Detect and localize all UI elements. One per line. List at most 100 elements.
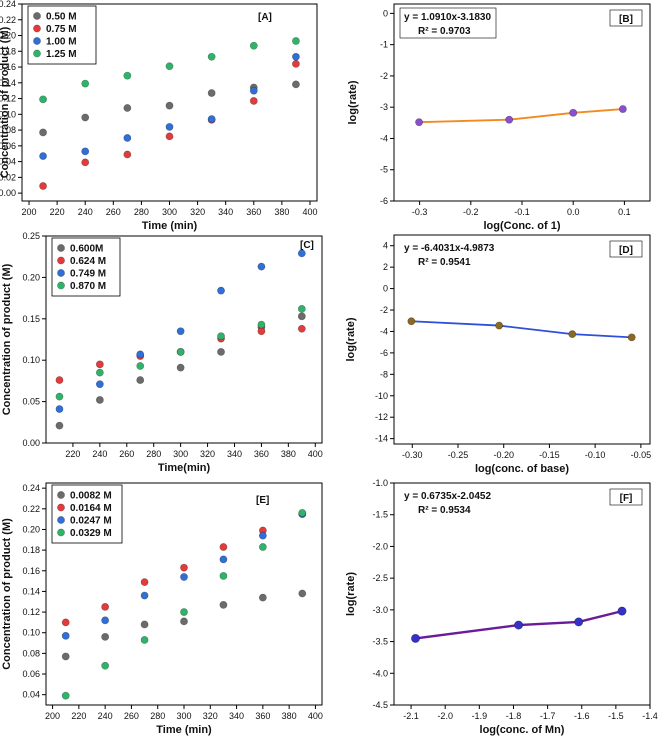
data-point: [618, 105, 627, 113]
y-tick-label: -1.0: [372, 478, 388, 488]
panel-label: [D]: [619, 245, 633, 256]
data-point-0.749m: [257, 262, 266, 271]
x-tick-label: 260: [124, 711, 139, 721]
y-tick-label: -2: [380, 71, 388, 81]
y-tick-label: -4: [380, 326, 388, 336]
panel-label-box: [609, 488, 643, 506]
y-tick-label: 0.14: [0, 78, 16, 88]
x-tick-label: 340: [218, 207, 233, 217]
y-tick-label: 0.10: [0, 109, 16, 119]
legend-entry: 0.0164 M: [70, 503, 112, 514]
data-point-0.870m: [136, 362, 145, 370]
legend-marker: [33, 49, 41, 58]
panel-e-chart: 200 220 240 260 280 300 320 340 360 380 400 0.04 0.0…: [1, 482, 323, 736]
data-point-0.0329m: [180, 608, 188, 616]
data-point: [505, 115, 514, 124]
x-tick-label: 380: [282, 711, 297, 721]
data-point-0.0329m: [258, 543, 267, 551]
legend-entry: 0.75 M: [46, 24, 77, 35]
y-tick-label: -1.5: [372, 510, 388, 520]
r-squared: R² = 0.9541: [418, 257, 471, 268]
data-point: [514, 620, 524, 630]
data-point-0.870m: [95, 368, 104, 377]
panel-label-box: [609, 240, 643, 258]
x-tick-label: -2.0: [437, 711, 453, 721]
data-point-1.25m: [39, 95, 47, 104]
data-point-0.0082m: [258, 593, 267, 602]
y-tick-label: 0: [383, 284, 388, 294]
y-tick-label: 0.06: [22, 669, 40, 679]
data-point-0.624m: [297, 324, 306, 333]
data-point: [411, 633, 421, 643]
data-point-0.50m: [165, 101, 174, 110]
data-point-0.624m: [55, 376, 64, 384]
x-tick-label: 300: [176, 711, 191, 721]
y-axis-title: Concentration of product (M): [1, 263, 13, 415]
y-tick-label: -1: [380, 40, 388, 50]
data-point-0.870m: [297, 304, 306, 313]
data-point: [627, 333, 636, 342]
x-tick-label: 200: [45, 711, 60, 721]
data-point-1.25m: [165, 62, 174, 71]
data-point: [617, 606, 627, 616]
data-point-0.50m: [123, 104, 132, 112]
y-tick-label: 4: [383, 241, 388, 251]
x-tick-label: -1.9: [472, 711, 488, 721]
data-point-0.0164m: [101, 603, 110, 611]
x-tick-label: 280: [146, 449, 161, 459]
x-tick-label: 380: [281, 449, 296, 459]
data-point-0.0329m: [101, 661, 110, 670]
panel-label: [C]: [300, 240, 314, 251]
legend-entry: 0.600M: [70, 244, 103, 255]
x-axis-title: log(conc. of Mn): [480, 724, 565, 736]
x-axis-title: Time (min): [142, 220, 198, 232]
data-point-0.0082m: [140, 620, 149, 629]
x-tick-label: -0.10: [585, 450, 606, 460]
data-point-0.0247m: [101, 616, 110, 625]
data-point-0.0164m: [219, 543, 228, 551]
data-point-0.749m: [217, 286, 225, 295]
data-point-1.25m: [249, 41, 258, 50]
legend-marker: [33, 24, 41, 33]
data-point-0.0082m: [298, 589, 307, 598]
panel-a-chart: 200 220 240 260 280 300 320 340 360 380 400 0.00 0.0…: [0, 0, 318, 232]
x-tick-label: 400: [302, 207, 317, 217]
y-tick-label: 0.12: [0, 94, 16, 104]
plot-frame: [45, 235, 323, 444]
y-tick-label: 0.20: [0, 31, 16, 41]
y-tick-label: 0.18: [22, 545, 40, 555]
legend-entry: 0.624 M: [70, 256, 106, 267]
y-tick-label: 0.14: [22, 586, 40, 596]
data-point-0.870m: [217, 332, 225, 341]
y-tick-label: -3.0: [372, 605, 388, 615]
legend-entry: 0.0247 M: [70, 516, 112, 527]
series-line: [411, 320, 632, 339]
data-point-1.25m: [123, 71, 132, 80]
r-squared: R² = 0.9534: [418, 505, 471, 516]
legend-marker: [57, 503, 65, 512]
x-tick-label: 380: [274, 207, 289, 217]
data-point-0.0082m: [61, 652, 70, 661]
data-point-0.75m: [292, 59, 300, 68]
y-tick-label: -2: [380, 305, 388, 315]
data-point-0.0082m: [101, 632, 110, 641]
y-tick-label: -3: [380, 102, 388, 112]
y-tick-label: 0.04: [0, 157, 16, 167]
data-point-0.749m: [95, 380, 104, 389]
data-point-1.00m: [165, 123, 174, 131]
data-point-1.25m: [207, 52, 216, 61]
legend-marker: [57, 269, 65, 277]
data-point-0.75m: [39, 182, 47, 190]
x-tick-label: 400: [308, 449, 323, 459]
panel-label: [F]: [620, 493, 633, 504]
x-tick-label: 280: [134, 207, 149, 217]
x-tick-label: -1.7: [540, 711, 556, 721]
data-point-0.600m: [217, 348, 225, 356]
x-axis-title: Time (min): [156, 724, 212, 736]
series-line: [415, 609, 623, 640]
y-tick-label: -14: [375, 434, 388, 444]
x-tick-label: -0.05: [631, 450, 652, 460]
y-axis-title: Concentration of product (M): [1, 518, 13, 670]
x-tick-label: 340: [229, 711, 244, 721]
